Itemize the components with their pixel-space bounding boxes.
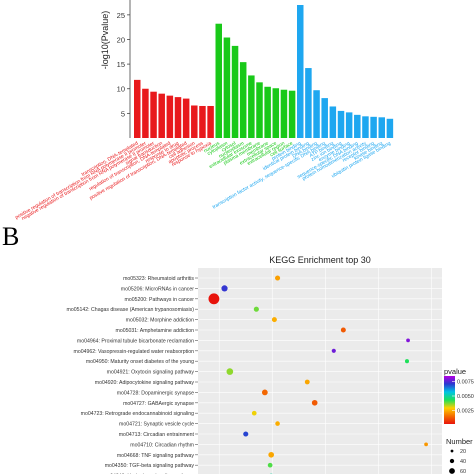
go-bar — [248, 75, 255, 138]
go-bar — [345, 112, 353, 138]
kegg-bubble — [268, 451, 275, 458]
size-legend-dot — [449, 458, 455, 464]
kegg-bubble — [275, 275, 281, 281]
go-bar — [142, 88, 149, 138]
kegg-bubble — [331, 348, 336, 353]
y-tick-label: 20 — [117, 35, 125, 44]
go-bar — [272, 88, 280, 138]
pvalue-legend-title: pvalue — [444, 367, 467, 376]
kegg-pathway-label: mo04668: TNF signaling pathway — [117, 453, 195, 459]
kegg-bubble — [404, 359, 410, 364]
kegg-pathway-label: mo04710: Circadian rhythm — [130, 442, 194, 448]
go-bar — [370, 116, 377, 138]
go-bar — [362, 116, 369, 138]
kegg-bubble — [261, 389, 268, 396]
kegg-pathway-label: mo05323: Rheumatoid arthritis — [123, 276, 194, 282]
go-bar — [191, 105, 198, 138]
kegg-bubble — [251, 410, 257, 416]
kegg-pathway-label: mo04723: Retrograde endocannabinoid sign… — [81, 411, 194, 417]
kegg-pathway-label: mo05142: Chagas disease (American trypan… — [67, 307, 195, 313]
go-bar — [386, 118, 394, 138]
go-bar — [313, 90, 320, 138]
go-bar — [256, 82, 263, 138]
go-bar — [207, 105, 214, 138]
y-tick-label: 5 — [121, 109, 125, 118]
size-legend-label: 20 — [460, 449, 466, 455]
go-bar — [329, 106, 337, 138]
size-legend-label: 40 — [460, 459, 466, 465]
kegg-pathway-label: mo04964: Proximal tubule bicarbonate rec… — [77, 338, 194, 344]
go-bar — [354, 114, 361, 138]
panel-label: B — [2, 222, 20, 251]
colorbar-tick-label: 0.0025 — [457, 408, 474, 414]
size-legend-dot — [450, 449, 454, 453]
go-bar — [215, 23, 222, 138]
pvalue-colorbar — [444, 376, 455, 424]
go-bar — [321, 98, 328, 138]
kegg-pathway-label: mo04728: Dopaminergic synapse — [117, 390, 194, 396]
kegg-pathway-label: mo05032: Morphine addiction — [126, 318, 194, 324]
kegg-plot-panel — [198, 268, 442, 474]
y-tick-label: 25 — [117, 11, 125, 20]
go-bar — [182, 98, 190, 138]
kegg-pathway-label: mo04350: TGF-beta signaling pathway — [105, 463, 195, 469]
kegg-pathway-label: mo05031: Amphetamine addiction — [116, 328, 195, 334]
kegg-pathway-label: mo04950: Maturity onset diabetes of the … — [86, 359, 194, 365]
go-bar — [150, 91, 157, 138]
kegg-bubble — [424, 442, 428, 447]
go-bar — [199, 105, 206, 138]
go-bar — [158, 93, 165, 138]
kegg-bubble — [271, 317, 277, 323]
kegg-bubble — [406, 338, 410, 343]
kegg-bubble — [267, 462, 273, 468]
kegg-pathway-label: mo04921: Oxytocin signaling pathway — [107, 370, 195, 376]
go-bar — [305, 68, 312, 138]
go-bar — [239, 62, 247, 138]
kegg-bubble — [243, 431, 249, 437]
size-legend-label: 60 — [460, 469, 466, 474]
go-bar — [297, 5, 304, 138]
kegg-bubble — [311, 399, 318, 406]
go-bar — [378, 117, 385, 138]
go-bar — [231, 45, 239, 138]
kegg-bubble — [253, 306, 259, 312]
colorbar-tick-label: 0.0075 — [457, 380, 474, 386]
kegg-pathway-label: mo05200: Pathways in cancer — [125, 297, 195, 303]
kegg-pathway-label: mo04920: Adipocytokine signaling pathway — [95, 380, 195, 386]
go-bar — [134, 79, 141, 138]
go-bar — [166, 95, 174, 138]
kegg-bubble — [304, 379, 310, 385]
kegg-pathway-label: mo04721: Synaptic vesicle cycle — [119, 422, 194, 428]
number-legend-title: Number — [446, 437, 473, 446]
go-bar — [223, 37, 231, 139]
y-axis-label: -log10(Pvalue) — [100, 11, 110, 70]
y-tick-label: 10 — [117, 85, 125, 94]
size-legend-dot — [449, 468, 455, 474]
kegg-bubble — [221, 285, 228, 292]
y-tick-label: 15 — [117, 60, 125, 69]
go-bar — [337, 110, 345, 138]
go-term-label: negative regulation of transcription fro… — [21, 140, 156, 222]
colorbar-tick-label: 0.0050 — [457, 394, 474, 400]
kegg-bubble — [226, 368, 234, 375]
kegg-pathway-label: mo04962: Vasopressin-regulated water rea… — [74, 349, 195, 355]
kegg-pathway-label: mo04713: Circadian entrainment — [119, 432, 195, 438]
kegg-bubble — [208, 293, 220, 305]
go-bar — [264, 86, 271, 138]
go-bar — [288, 90, 296, 138]
go-bar — [174, 97, 182, 138]
kegg-bubble — [275, 421, 280, 426]
kegg-bubble — [340, 327, 346, 333]
kegg-chart-title: KEGG Enrichment top 30 — [269, 255, 371, 265]
go-bar — [280, 89, 288, 138]
kegg-pathway-label: mo05206: MicroRNAs in cancer — [121, 286, 195, 292]
kegg-pathway-label: mo04727: GABAergic synapse — [123, 401, 194, 407]
